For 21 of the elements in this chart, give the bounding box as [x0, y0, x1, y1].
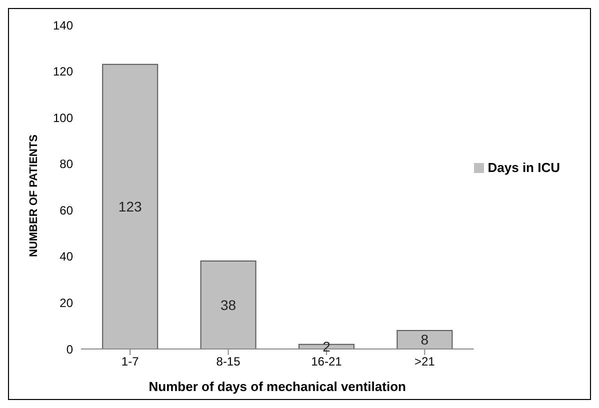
bar [102, 64, 158, 349]
y-tick-label: 20 [60, 296, 74, 310]
y-tick-label: 140 [52, 18, 74, 32]
x-axis-title: Number of days of mechanical ventilation [148, 379, 406, 394]
x-tick-label: >21 [414, 354, 436, 369]
y-tick-label: 60 [60, 203, 74, 218]
y-axis-title: NUMBER OF PATIENTS [28, 134, 40, 257]
x-tick-label: 8-15 [216, 354, 241, 369]
data-label: 8 [420, 332, 429, 348]
data-label: 123 [118, 198, 142, 215]
y-tick-label: 120 [52, 64, 74, 79]
bar [396, 330, 453, 349]
legend-label: Days in ICU [488, 160, 560, 175]
y-tick-label: 80 [60, 157, 74, 172]
y-tick-label: 100 [52, 110, 74, 125]
y-tick-label: 0 [66, 342, 74, 356]
x-tick-label: 16-21 [311, 354, 342, 369]
y-tick-label: 40 [60, 250, 74, 264]
data-label: 38 [220, 297, 236, 313]
x-tick-label: 1-7 [121, 354, 140, 369]
bar [200, 260, 256, 349]
